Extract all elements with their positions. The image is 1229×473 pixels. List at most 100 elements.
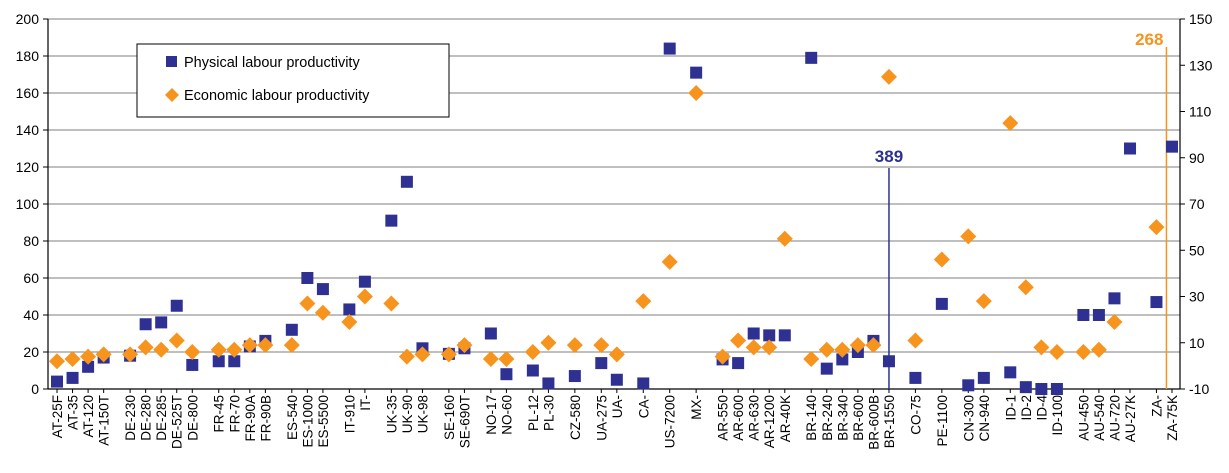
economic-productivity-point [299,295,316,312]
x-tick-label: UK-98 [415,395,430,433]
x-tick-label: BR-240 [820,395,835,441]
physical-productivity-point [155,316,168,329]
x-tick-label: FR-45 [212,395,227,433]
x-tick-label: NO-17 [484,395,499,435]
economic-productivity-point [907,332,924,349]
economic-productivity-point [593,337,610,354]
x-tick-label: FR-90B [258,395,273,442]
economic-productivity-point [635,293,652,310]
physical-productivity-point [139,318,152,331]
physical-productivity-point [1150,296,1163,309]
economic-productivity-point [257,337,274,354]
economic-productivity-point [398,348,415,365]
economic-productivity-point [933,251,950,268]
legend-physical-label: Physical labour productivity [184,55,360,71]
x-tick-label: ES-540 [285,395,300,440]
right-tick-label: 110 [1189,104,1212,120]
physical-productivity-point [732,357,745,370]
economic-productivity-point [498,350,515,367]
right-tick-label: 70 [1189,196,1205,212]
left-tick-label: 180 [16,48,40,64]
x-tick-label: ES-5500 [316,395,331,448]
x-tick-label: ID-4 [1034,395,1049,421]
left-tick-label: 40 [23,307,39,323]
economic-productivity-point [608,346,625,363]
physical-productivity-point [1004,366,1017,379]
economic-productivity-point [745,339,762,356]
physical-productivity-point [170,299,183,312]
physical-productivity-point [909,371,922,384]
right-tick-label: 150 [1189,11,1213,27]
x-tick-label: UK-90 [400,395,415,433]
economic-productivity-point [960,228,977,245]
economic-productivity-point [414,346,431,363]
x-tick-label: CN-300 [961,395,976,442]
x-tick-label: ID-1 [1003,395,1018,421]
economic-productivity-point [865,337,882,354]
economic-productivity-point [64,350,81,367]
x-tick-label: FR-90A [243,395,258,442]
x-tick-label: DE-800 [185,395,200,441]
physical-productivity-point [51,375,63,388]
legend-economic-label: Economic labour productivity [184,88,370,104]
economic-productivity-point [688,85,705,101]
x-tick-label: DE-285 [154,395,169,441]
physical-productivity-point [484,327,497,340]
economic-callout-label: 268 [1135,30,1163,49]
physical-productivity-point [542,377,555,390]
economic-productivity-point [1002,115,1019,132]
economic-productivity-point [714,348,731,365]
x-tick-label: CA- [636,395,651,418]
economic-productivity-point [356,288,373,305]
x-tick-label: BR-600 [851,395,866,441]
right-tick-label: 30 [1189,289,1205,305]
economic-productivity-point [153,341,170,358]
physical-productivity-point [836,353,849,366]
economic-productivity-point [566,337,583,354]
x-tick-label: NO-60 [499,395,514,435]
physical-productivity-point [977,371,990,384]
economic-productivity-point [849,337,866,354]
physical-productivity-point [568,370,581,383]
physical-productivity-point [1035,383,1048,395]
economic-productivity-point [880,68,897,85]
physical-callout-label: 389 [875,147,903,166]
physical-productivity-point [301,272,314,284]
left-axis-ticks: 0 20 40 60 80 100 120 140 160 180 200 [16,11,48,397]
left-tick-label: 100 [16,196,40,212]
x-tick-label: AR-1200 [762,395,777,448]
left-tick-label: 140 [16,122,40,138]
x-tick-label: CO-75 [908,395,923,435]
economic-productivity-point [482,350,499,367]
x-tick-label: US-7200 [663,395,678,448]
physical-productivity-point [1124,142,1137,155]
economic-productivity-point [283,337,300,354]
x-tick-label: AU-540 [1092,395,1107,441]
economic-productivity-point [49,353,65,370]
physical-productivity-point [778,329,791,342]
economic-productivity-point [803,350,820,367]
economic-productivity-point [95,346,112,363]
physical-productivity-point [400,175,413,188]
economic-productivity-point [137,339,154,356]
x-tick-label: AR-550 [716,395,731,441]
legend-economic-marker [165,88,179,102]
x-tick-label: SE-160 [442,395,457,440]
x-tick-label: DE-525T [170,395,185,449]
physical-productivity-point [358,275,371,288]
x-tick-label: AR-630 [747,395,762,441]
economic-productivity-point [184,344,201,360]
physical-productivity-point [385,214,398,227]
x-tick-label: DE-280 [139,395,154,441]
right-tick-label: 90 [1189,150,1205,166]
x-tick-label: CN-940 [977,395,992,442]
physical-productivity-point [66,371,79,384]
data-marks [49,42,1178,395]
economic-productivity-point [226,341,243,358]
x-tick-label: SE-690T [457,395,472,448]
left-tick-label: 0 [31,381,39,397]
physical-productivity-point [500,368,513,381]
economic-productivity-point [168,332,185,349]
physical-productivity-point [1092,309,1105,321]
